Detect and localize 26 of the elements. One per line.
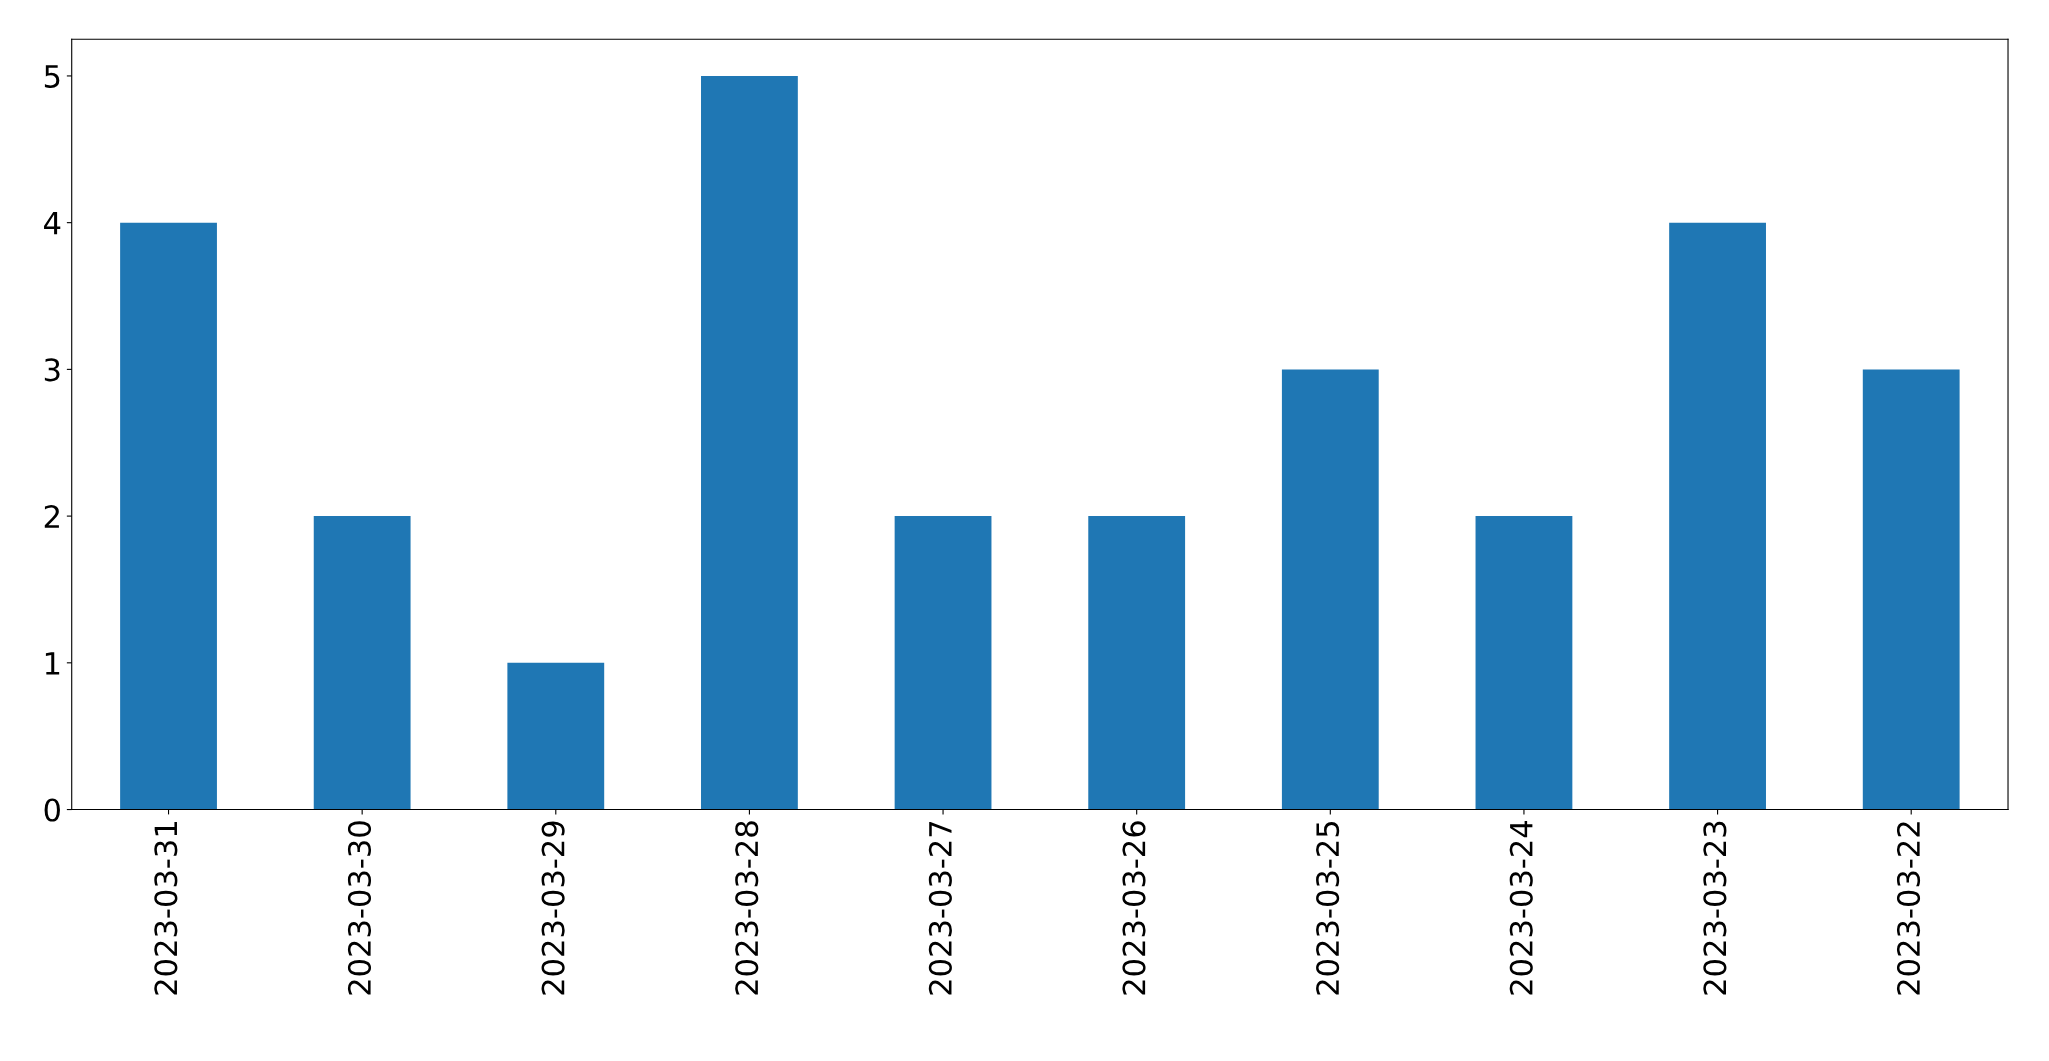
x-tick-label: 2023-03-27 xyxy=(928,821,952,995)
x-tick-label: 2023-03-22 xyxy=(1896,822,1921,995)
x-tick-label: 2023-03-23 xyxy=(1703,821,1727,995)
x-tick-label: 2023-03-25 xyxy=(1316,821,1340,995)
bar xyxy=(701,75,798,810)
bar xyxy=(894,516,992,810)
y-tick-label: 5 xyxy=(44,65,60,88)
y-tick-label: 0 xyxy=(44,798,60,822)
bar xyxy=(1088,516,1186,810)
bar xyxy=(1669,222,1766,810)
x-tick-label: 2023-03-26 xyxy=(1122,821,1146,995)
x-tick-label: 2023-03-30 xyxy=(347,821,372,995)
bar xyxy=(1281,369,1379,810)
bar xyxy=(1475,516,1573,810)
bar xyxy=(313,516,411,810)
bar xyxy=(120,222,217,810)
bar xyxy=(507,662,605,810)
x-tick-label: 2023-03-29 xyxy=(541,821,565,995)
x-tick-label: 2023-03-24 xyxy=(1509,820,1533,995)
y-tick-label: 2 xyxy=(44,505,59,528)
y-tick-label: 4 xyxy=(44,211,61,235)
y-tick-label: 3 xyxy=(44,358,60,382)
bar xyxy=(1862,369,1960,810)
x-tick-label: 2023-03-28 xyxy=(735,821,759,995)
x-tick-label: 2023-03-31 xyxy=(154,822,178,995)
y-tick-label: 1 xyxy=(45,652,60,675)
